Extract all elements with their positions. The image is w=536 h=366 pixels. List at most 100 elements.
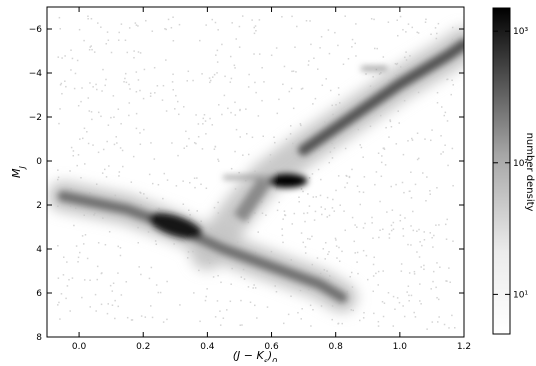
density-speckle (408, 272, 411, 274)
density-speckle (65, 297, 67, 300)
density-speckle (352, 309, 354, 312)
density-speckle (263, 81, 265, 83)
density-speckle (212, 276, 215, 278)
density-speckle (413, 311, 415, 314)
density-speckle (408, 190, 411, 193)
density-speckle (216, 72, 218, 74)
density-speckle (419, 241, 421, 243)
density-speckle (177, 100, 179, 103)
density-speckle (101, 90, 103, 92)
density-speckle (77, 261, 79, 263)
density-speckle (294, 46, 296, 48)
density-speckle (198, 269, 200, 272)
density-speckle (382, 315, 385, 318)
density-speckle (315, 196, 317, 198)
density-speckle (355, 55, 357, 57)
density-speckle (61, 57, 63, 59)
density-speckle (440, 153, 442, 155)
density-speckle (275, 47, 278, 49)
density-speckle (90, 45, 92, 47)
density-speckle (138, 266, 140, 268)
density-speckle (95, 83, 97, 86)
density-speckle (247, 286, 250, 288)
density-speckle (305, 20, 308, 22)
plot-frame (46, 6, 465, 338)
density-speckle (338, 246, 340, 249)
density-speckle (92, 144, 94, 146)
density-speckle (300, 232, 303, 234)
density-speckle (355, 23, 357, 25)
density-speckle (319, 194, 322, 197)
density-speckle (137, 25, 139, 27)
density-speckle (188, 137, 190, 140)
density-speckle (234, 101, 236, 104)
y-tick-label: 8 (36, 333, 42, 343)
density-speckle (402, 305, 404, 307)
density-speckle (399, 214, 402, 216)
density-speckle (288, 90, 291, 93)
density-speckle (311, 263, 314, 266)
density-speckle (324, 208, 326, 210)
density-speckle (194, 186, 196, 189)
density-speckle (337, 87, 340, 89)
density-speckle (74, 72, 77, 75)
y-axis: −6 −4 −2 0 2 4 6 8 (29, 25, 464, 343)
density-speckle (363, 311, 365, 314)
density-speckle (129, 88, 131, 90)
density-speckle (249, 301, 252, 304)
density-speckle (437, 321, 439, 323)
density-speckle (343, 210, 345, 212)
density-speckle (120, 294, 123, 296)
density-speckle (241, 15, 244, 17)
density-speckle (308, 60, 310, 62)
density-speckle (95, 183, 98, 185)
density-speckle (254, 304, 256, 307)
density-speckle (409, 55, 411, 57)
density-speckle (436, 101, 439, 104)
density-speckle (110, 51, 113, 54)
density-speckle (412, 229, 415, 232)
density-speckle (424, 21, 427, 23)
density-speckle (222, 317, 225, 319)
density-speckle (66, 285, 69, 287)
density-speckle (357, 272, 359, 275)
density-speckle (283, 65, 286, 68)
density-speckle (370, 18, 373, 20)
density-speckle (70, 146, 73, 149)
density-speckle (253, 284, 255, 286)
density-speckle (402, 153, 405, 156)
colorbar-tick-label: 10¹ (513, 290, 528, 300)
density-speckle (229, 55, 232, 58)
density-speckle (130, 319, 133, 321)
density-speckle (416, 230, 418, 232)
density-speckle (378, 73, 381, 75)
density-speckle (345, 174, 348, 177)
density-speckle (283, 214, 286, 216)
density-speckle (111, 304, 114, 306)
density-speckle (436, 187, 438, 189)
density-speckle (413, 273, 416, 275)
density-speckle (448, 267, 450, 269)
density-speckle (148, 277, 151, 280)
density-speckle (217, 160, 220, 162)
x-tick-label: 1.2 (457, 342, 471, 352)
density-speckle (351, 216, 354, 219)
density-speckle (369, 125, 372, 128)
colorbar-tick-label: 10² (513, 159, 528, 169)
density-speckle (102, 68, 104, 71)
density-speckle (341, 322, 343, 325)
density-speckle (377, 152, 380, 154)
density-speckle (196, 177, 198, 179)
density-speckle (328, 161, 331, 164)
density-speckle (327, 29, 330, 31)
density-speckle (73, 87, 76, 90)
density-speckle (323, 269, 326, 271)
density-speckle (132, 155, 135, 158)
density-speckle (420, 266, 422, 268)
density-speckle (106, 312, 109, 315)
density-speckle (410, 225, 412, 227)
density-speckle (151, 182, 154, 185)
density-speckle (426, 328, 428, 330)
density-speckle (395, 183, 397, 186)
density-speckle (57, 244, 59, 247)
